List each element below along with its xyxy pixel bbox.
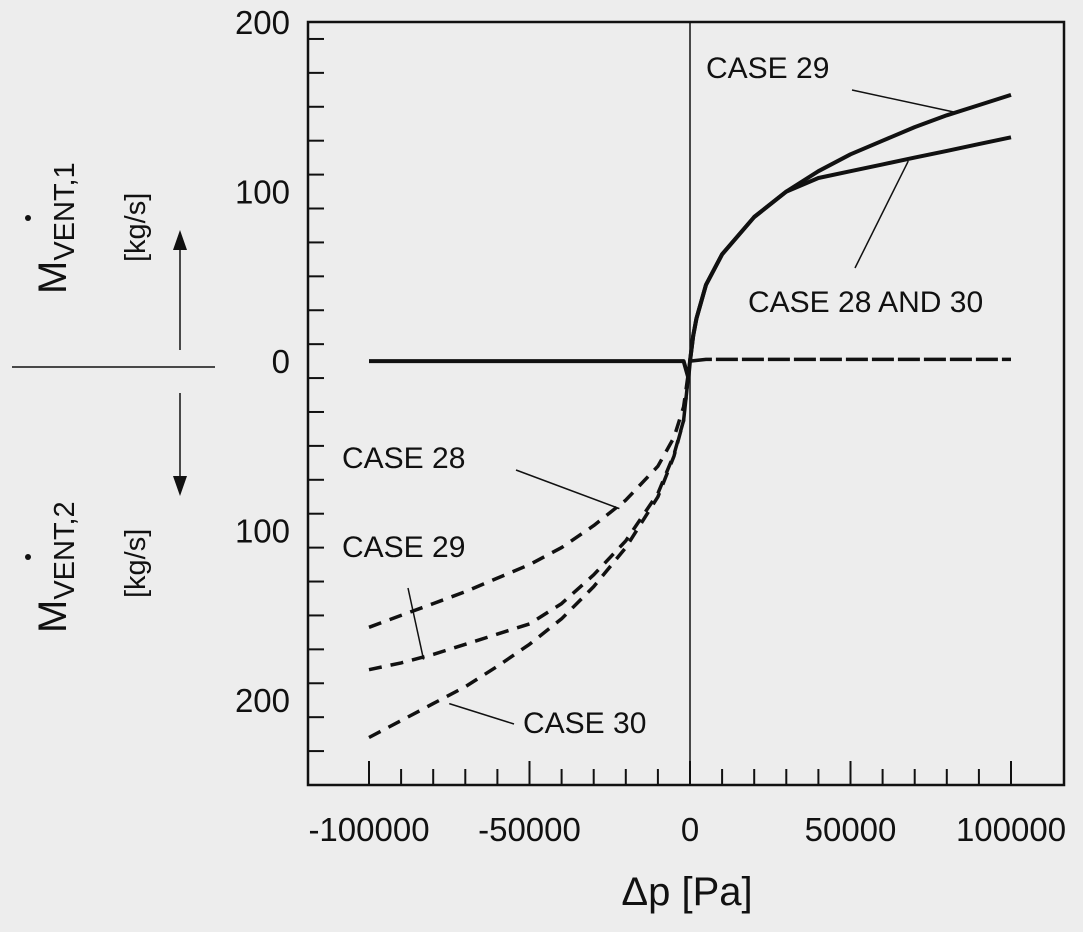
annotation-leader-line bbox=[449, 702, 515, 725]
annotation-leader-line bbox=[851, 89, 954, 113]
x-tick-label: 0 bbox=[681, 811, 699, 848]
y-tick-label: 100 bbox=[235, 174, 290, 211]
y-axis-label-upper-unit: [kg/s] bbox=[120, 193, 152, 262]
x-tick-label: 50000 bbox=[805, 811, 897, 848]
y-axis-label-lower-unit: [kg/s] bbox=[120, 529, 152, 598]
annotation-label: CASE 29 bbox=[706, 52, 829, 85]
y-axis-label-upper: MVENT,1 [kg/s] bbox=[25, 162, 187, 350]
y-axis-label-lower: MVENT,2 [kg/s] bbox=[25, 393, 187, 633]
annotation-leader-line bbox=[407, 587, 425, 660]
annotation-label: CASE 29 bbox=[342, 531, 465, 564]
y-axis-label-upper-dot bbox=[25, 215, 31, 221]
series-line-5 bbox=[368, 360, 692, 740]
annotation-label: CASE 28 bbox=[342, 442, 465, 475]
annotation-label: CASE 28 AND 30 bbox=[748, 286, 983, 319]
annotation-leader-line bbox=[515, 469, 620, 510]
y-tick-label: 0 bbox=[272, 343, 290, 380]
series-line-1 bbox=[688, 135, 1012, 362]
y-axis-label-lower-dot bbox=[25, 554, 31, 560]
series-line-4 bbox=[368, 360, 692, 672]
x-tick-label: 100000 bbox=[956, 811, 1066, 848]
axes-layer: -100000 -50000 0 50000 100000 200 100 0 100 200 bbox=[235, 4, 1066, 848]
y-tick-label: 100 bbox=[235, 513, 290, 550]
y-axis-label-upper-text: MVENT,1 bbox=[31, 162, 81, 294]
x-axis-label: Δp [Pa] bbox=[621, 870, 752, 914]
y-axis-lower-arrow-head bbox=[173, 476, 187, 496]
y-axis-label-lower-text: MVENT,2 bbox=[31, 501, 81, 633]
y-axis-upper-arrow-head bbox=[173, 230, 187, 250]
plot-frame bbox=[306, 20, 1066, 787]
series-line-2 bbox=[689, 357, 1011, 363]
series-layer bbox=[368, 92, 1012, 740]
annotation-layer: CASE 29 CASE 28 AND 30 CASE 28 CASE 29 CASE … bbox=[342, 52, 983, 740]
y-tick-label: 200 bbox=[235, 4, 290, 41]
x-tick-label: -50000 bbox=[478, 811, 581, 848]
y-tick-label: 200 bbox=[235, 682, 290, 719]
annotation-leader-line bbox=[854, 160, 909, 269]
annotation-label: CASE 30 bbox=[523, 707, 646, 740]
series-line-3 bbox=[368, 360, 692, 629]
x-tick-label: -100000 bbox=[308, 811, 429, 848]
